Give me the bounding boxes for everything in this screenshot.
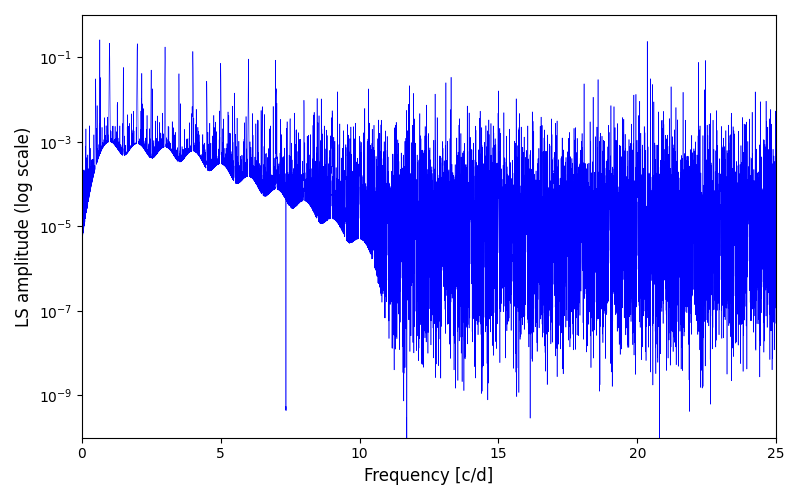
X-axis label: Frequency [c/d]: Frequency [c/d]: [364, 467, 494, 485]
Y-axis label: LS amplitude (log scale): LS amplitude (log scale): [15, 126, 33, 326]
